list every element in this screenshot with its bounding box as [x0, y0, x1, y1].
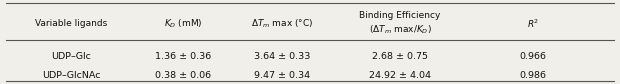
- Text: 0.966: 0.966: [520, 52, 547, 61]
- Text: $R^2$: $R^2$: [527, 17, 539, 30]
- Text: 9.47 ± 0.34: 9.47 ± 0.34: [254, 71, 310, 80]
- Text: 24.92 ± 4.04: 24.92 ± 4.04: [369, 71, 431, 80]
- Text: UDP–GlcNAc: UDP–GlcNAc: [42, 71, 100, 80]
- Text: UDP–Glc: UDP–Glc: [51, 52, 91, 61]
- Text: 0.38 ± 0.06: 0.38 ± 0.06: [155, 71, 211, 80]
- Text: 3.64 ± 0.33: 3.64 ± 0.33: [254, 52, 310, 61]
- Text: 2.68 ± 0.75: 2.68 ± 0.75: [372, 52, 428, 61]
- Text: Binding Efficiency
($\Delta T_m$ max/$K_D$): Binding Efficiency ($\Delta T_m$ max/$K_…: [359, 11, 441, 36]
- Text: $K_D$ (mM): $K_D$ (mM): [164, 17, 202, 30]
- Text: Variable ligands: Variable ligands: [35, 19, 107, 28]
- Text: 0.986: 0.986: [520, 71, 547, 80]
- Text: $\Delta T_m$ max (°C): $\Delta T_m$ max (°C): [251, 17, 313, 30]
- Text: 1.36 ± 0.36: 1.36 ± 0.36: [155, 52, 211, 61]
